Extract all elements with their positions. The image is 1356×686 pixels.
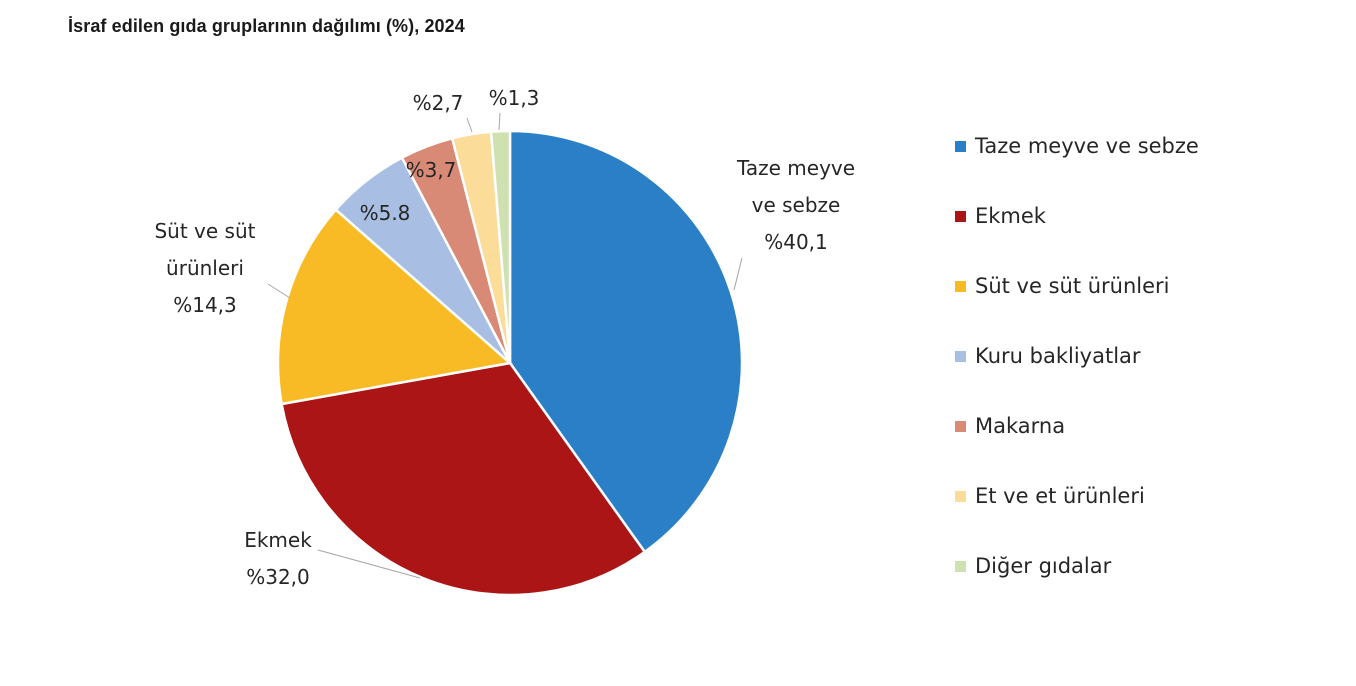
- data-label-line: ve sebze: [752, 193, 841, 217]
- leader-line-diger-gidalar: [498, 112, 501, 131]
- data-label-diger-gidalar: %1,3: [489, 86, 540, 110]
- data-label-line: Taze meyve: [736, 156, 855, 180]
- slice-labels: Taze meyve ve sebze %40,1 Ekmek %32,0 Süt ve …: [154, 86, 855, 589]
- legend-item-makarna: Makarna: [955, 414, 1065, 438]
- legend-item-taze-meyve-ve-sebze: Taze meyve ve sebze: [955, 134, 1199, 158]
- pie-slice-sut-ve-sut-urunleri: [276, 207, 513, 406]
- data-label-line: %40,1: [764, 230, 828, 254]
- data-label-line: %2,7: [413, 91, 464, 115]
- legend-swatch: [955, 140, 966, 152]
- pie-slices: [276, 129, 744, 597]
- legend-item-ekmek: Ekmek: [955, 204, 1046, 228]
- data-label-line: %5.8: [360, 201, 411, 225]
- legend-label: Makarna: [975, 414, 1066, 438]
- leader-lines: [267, 112, 743, 579]
- legend-swatch: [955, 350, 966, 362]
- data-label-makarna: %3,7: [406, 158, 457, 182]
- leader-line-et-ve-et-urunleri: [466, 117, 473, 133]
- pie-slice-taze-meyve-ve-sebze: [508, 129, 744, 554]
- data-label-line: %1,3: [489, 86, 540, 110]
- legend-label: Süt ve süt ürünleri: [975, 274, 1170, 298]
- legend-label: Ekmek: [975, 204, 1046, 228]
- leader-line-ekmek: [317, 549, 421, 579]
- legend-swatch: [955, 420, 966, 432]
- legend-swatch: [955, 560, 966, 572]
- data-label-line: %32,0: [246, 565, 310, 589]
- legend-label: Taze meyve ve sebze: [975, 134, 1199, 158]
- legend-label: Et ve et ürünleri: [975, 484, 1145, 508]
- legend-item-diger-gidalar: Diğer gıdalar: [955, 554, 1111, 578]
- legend-item-kuru-bakliyatlar: Kuru bakliyatlar: [955, 344, 1141, 368]
- data-label-kuru-bakliyatlar: %5.8: [360, 201, 411, 225]
- legend-label: Diğer gıdalar: [975, 554, 1112, 578]
- legend-swatch: [955, 490, 966, 502]
- data-label-line: Ekmek: [244, 528, 312, 552]
- data-label-line: ürünleri: [166, 256, 244, 280]
- leader-line-taze-meyve-ve-sebze: [733, 257, 743, 291]
- data-label-et-ve-et-urunleri: %2,7: [413, 91, 464, 115]
- legend-swatch: [955, 210, 966, 222]
- data-label-ekmek: Ekmek %32,0: [244, 528, 312, 589]
- legend-item-sut-ve-sut-urunleri: Süt ve süt ürünleri: [955, 274, 1170, 298]
- legend-item-et-ve-et-urunleri: Et ve et ürünleri: [955, 484, 1145, 508]
- data-label-taze-meyve-ve-sebze: Taze meyve ve sebze %40,1: [736, 156, 855, 254]
- legend-swatch: [955, 280, 966, 292]
- chart-title: İsraf edilen gıda gruplarının dağılımı (…: [68, 16, 465, 36]
- data-label-line: Süt ve süt: [154, 219, 255, 243]
- data-label-line: %14,3: [173, 293, 237, 317]
- data-label-line: %3,7: [406, 158, 457, 182]
- legend-label: Kuru bakliyatlar: [975, 344, 1141, 368]
- data-label-sut-ve-sut-urunleri: Süt ve süt ürünleri %14,3: [154, 219, 255, 317]
- leader-line-sut-ve-sut-urunleri: [267, 283, 291, 299]
- pie-slice-diger-gidalar: [489, 129, 512, 364]
- pie-slice-ekmek: [280, 361, 647, 597]
